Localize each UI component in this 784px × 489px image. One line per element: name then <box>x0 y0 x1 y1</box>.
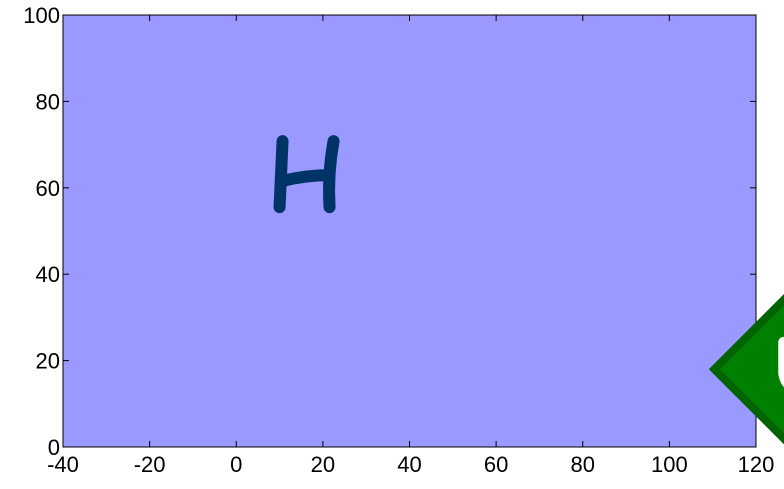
h-letter-sprite[interactable] <box>273 135 340 214</box>
plot-area <box>62 14 757 448</box>
x-tick-label: -20 <box>134 452 166 477</box>
x-axis-ticks <box>62 15 757 447</box>
x-tick-label: 20 <box>311 452 335 477</box>
x-axis-tick-labels: -40 -20 0 20 40 60 80 100 120 <box>47 452 774 477</box>
h-bar-stroke <box>275 169 336 188</box>
y-tick-label: 100 <box>23 3 60 28</box>
y-tick-label: 20 <box>36 349 60 374</box>
y-axis-tick-labels: 0 20 40 60 80 100 <box>23 3 60 460</box>
x-tick-label: 100 <box>651 452 688 477</box>
y-tick-label: 60 <box>36 176 60 201</box>
x-tick-label: -40 <box>47 452 79 477</box>
token-body <box>708 278 784 460</box>
x-tick-label: 0 <box>230 452 242 477</box>
x-tick-label: 80 <box>571 452 595 477</box>
y-tick-label: 80 <box>36 89 60 114</box>
y-tick-label: 40 <box>36 262 60 287</box>
x-tick-label: 40 <box>397 452 421 477</box>
h-left-stroke <box>273 135 289 214</box>
y-tick-label: 0 <box>48 435 60 460</box>
green-diamond-token[interactable] <box>708 278 784 460</box>
x-tick-label: 120 <box>738 452 775 477</box>
x-tick-label: 60 <box>484 452 508 477</box>
